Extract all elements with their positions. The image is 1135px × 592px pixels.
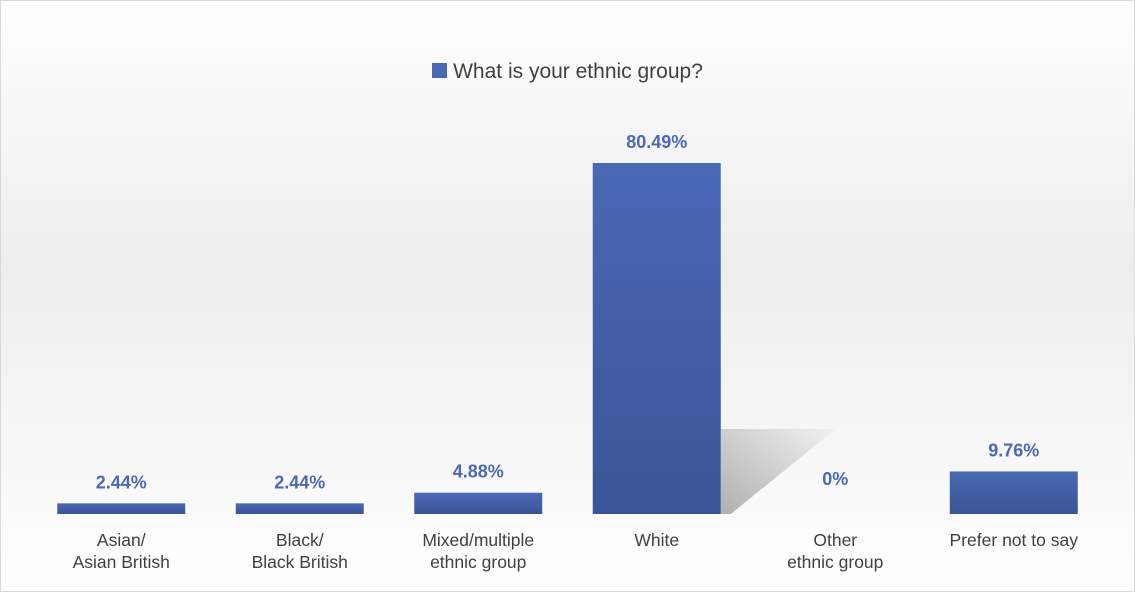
- legend-swatch: [432, 63, 448, 78]
- legend: What is your ethnic group?: [0, 60, 1135, 84]
- legend-label: What is your ethnic group?: [453, 60, 703, 83]
- data-label: 2.44%: [274, 472, 325, 492]
- data-label: 80.49%: [626, 132, 687, 152]
- bar: [592, 163, 721, 514]
- bar: [414, 492, 543, 514]
- data-label: 0%: [822, 469, 848, 489]
- bar: [57, 503, 186, 514]
- x-tick-label: Mixed/multiple ethnic group: [422, 530, 535, 572]
- bar-shadow: [720, 429, 836, 514]
- x-tick-label: Other ethnic group: [787, 530, 884, 572]
- x-tick-label: Black/ Black British: [251, 530, 348, 572]
- bar: [949, 471, 1078, 514]
- x-tick-label: Prefer not to say: [949, 530, 1078, 550]
- bar: [235, 503, 364, 514]
- x-tick-label: White: [634, 530, 680, 550]
- data-label: 9.76%: [988, 440, 1039, 460]
- data-label: 4.88%: [453, 462, 504, 482]
- data-label: 2.44%: [96, 472, 147, 492]
- x-tick-label: Asian/ Asian British: [72, 530, 170, 572]
